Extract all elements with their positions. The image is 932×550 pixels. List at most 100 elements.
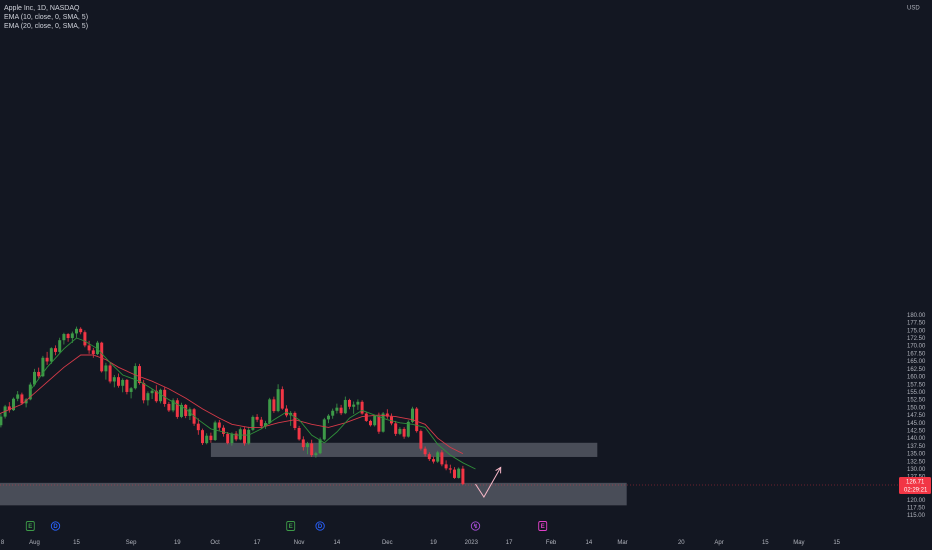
- candle-body: [213, 422, 217, 441]
- candle-body: [62, 334, 66, 341]
- candle: [322, 417, 326, 441]
- y-tick-label: 155.00: [907, 390, 926, 396]
- candle-body: [41, 357, 45, 377]
- earnings-icon: [538, 521, 548, 531]
- projection-arrow: [475, 466, 502, 498]
- candle-body: [432, 459, 435, 462]
- candle-body: [180, 404, 183, 417]
- candle-body: [108, 365, 112, 382]
- candle-body: [7, 406, 11, 411]
- ema10-line: [29, 337, 476, 470]
- candle-body: [54, 348, 57, 352]
- candle: [272, 396, 276, 413]
- candle: [234, 431, 238, 442]
- x-tick-label: 17: [506, 540, 513, 546]
- candle: [348, 398, 351, 410]
- event-marker: D: [50, 521, 61, 531]
- event-marker: ↯: [470, 521, 481, 531]
- y-tick-label: 150.00: [907, 405, 926, 411]
- candle-body: [331, 410, 335, 416]
- candle-body: [461, 468, 465, 485]
- candle: [49, 347, 53, 364]
- candle-body: [259, 419, 263, 427]
- y-tick-label: 162.50: [907, 367, 926, 373]
- candle-body: [24, 399, 28, 404]
- candle-body: [301, 439, 305, 448]
- candle: [171, 398, 175, 413]
- candle: [360, 400, 364, 415]
- candle-body: [133, 366, 137, 389]
- candle: [213, 420, 217, 441]
- x-tick-label: 17: [254, 540, 261, 546]
- x-tick-label: 15: [762, 540, 769, 546]
- event-label: D: [318, 524, 323, 530]
- candle-body: [364, 413, 368, 421]
- candle-body: [238, 429, 242, 440]
- price-axis[interactable]: USD115.00117.50120.00122.50125.00127.501…: [907, 6, 926, 520]
- candle: [259, 416, 263, 429]
- y-tick-label: 147.50: [907, 413, 926, 419]
- x-tick-label: 15: [73, 540, 80, 546]
- candle-body: [339, 407, 343, 414]
- event-label: E: [28, 524, 32, 530]
- candle: [66, 333, 70, 342]
- candle-body: [436, 452, 440, 462]
- x-tick-label: 14: [586, 540, 593, 546]
- ema20-label: EMA (20, close, 0, SMA, 5): [4, 23, 89, 30]
- event-label: E: [541, 524, 545, 530]
- candle-body: [327, 415, 330, 420]
- x-tick-label: Nov: [294, 540, 305, 546]
- y-tick-label: 157.50: [907, 382, 926, 388]
- x-tick-label: May: [793, 540, 804, 546]
- candle: [24, 398, 28, 408]
- candle-body: [276, 389, 280, 412]
- candle: [201, 428, 204, 445]
- candle: [62, 332, 66, 345]
- dividend-icon: [315, 521, 325, 531]
- candle-body: [75, 328, 78, 334]
- candle-body: [117, 377, 120, 386]
- candle: [268, 397, 272, 425]
- time-axis[interactable]: 8 Aug 15 Sep 19 Oct 17 Nov 14 Dec 19 2023 17 Feb 14 Mar…: [1, 540, 841, 546]
- event-label: E: [289, 524, 293, 530]
- x-tick-label: Sep: [126, 540, 137, 546]
- y-tick-label: 167.50: [907, 351, 926, 357]
- candle-body: [104, 365, 108, 372]
- candle-body: [83, 332, 87, 346]
- candle-body: [0, 416, 3, 426]
- candle-body: [406, 421, 410, 437]
- candle-body: [348, 399, 351, 407]
- candle: [159, 388, 162, 404]
- candle-body: [138, 366, 141, 384]
- candle: [226, 432, 230, 445]
- zone-rect: [210, 442, 598, 457]
- candle: [255, 414, 259, 423]
- candle: [54, 345, 57, 356]
- candle-body: [129, 388, 133, 392]
- candle-body: [356, 401, 360, 405]
- arrow-head: [495, 466, 502, 474]
- candle-body: [251, 416, 255, 430]
- ema-lines: [0, 337, 476, 470]
- x-tick-label: Dec: [382, 540, 393, 546]
- candle: [310, 439, 314, 457]
- candle: [12, 397, 15, 412]
- candle: [33, 368, 36, 387]
- candle: [444, 460, 448, 471]
- y-tick-label: 115.00: [907, 513, 926, 519]
- candle: [461, 465, 465, 486]
- candle-body: [427, 454, 431, 460]
- candle: [112, 375, 116, 388]
- candle: [390, 413, 393, 426]
- event-markers: E D E D ↯ E: [25, 521, 548, 531]
- candle: [83, 330, 87, 348]
- candle: [297, 425, 301, 441]
- candle: [209, 432, 213, 443]
- candle-body: [394, 423, 398, 434]
- candle-body: [398, 428, 402, 434]
- candle-body: [411, 408, 414, 422]
- candle-body: [205, 435, 209, 444]
- candle-body: [369, 420, 372, 426]
- candle-body: [16, 394, 20, 399]
